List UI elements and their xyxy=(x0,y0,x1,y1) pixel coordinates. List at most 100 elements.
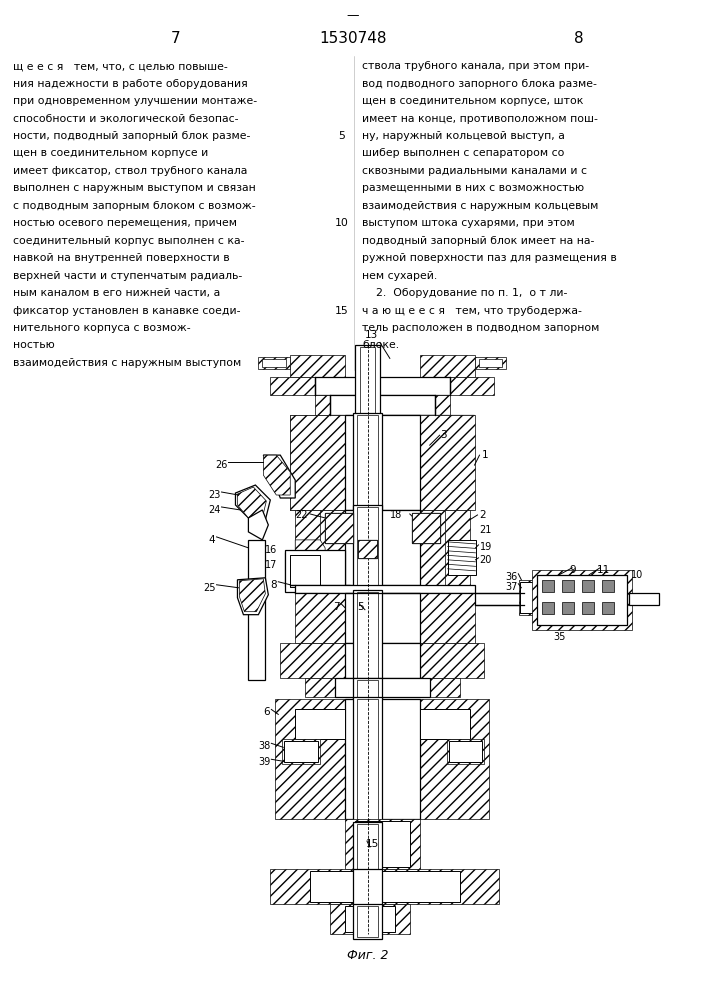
Bar xyxy=(315,395,450,415)
Bar xyxy=(420,709,469,739)
Text: 7: 7 xyxy=(334,602,340,612)
Bar xyxy=(447,739,484,764)
Text: 22: 22 xyxy=(296,510,308,520)
Text: щ е е с я   тем, что, с целью повыше-: щ е е с я тем, что, с целью повыше- xyxy=(13,61,228,71)
Text: 26: 26 xyxy=(215,460,228,470)
Polygon shape xyxy=(248,510,269,540)
Text: 9: 9 xyxy=(569,565,575,575)
Text: 16: 16 xyxy=(265,545,277,555)
Bar xyxy=(296,510,345,585)
Polygon shape xyxy=(296,540,325,573)
Text: 1: 1 xyxy=(481,450,488,460)
Bar xyxy=(345,510,420,585)
Text: выступом штока сухарями, при этом: выступом штока сухарями, при этом xyxy=(362,218,575,228)
Bar xyxy=(353,413,382,513)
Text: выполнен с наружным выступом и связан: выполнен с наружным выступом и связан xyxy=(13,183,256,193)
Text: сквозными радиальными каналами и с: сквозными радиальными каналами и с xyxy=(362,166,587,176)
Text: ностью осевого перемещения, причем: ностью осевого перемещения, причем xyxy=(13,218,238,228)
Text: ния надежности в работе оборудования: ния надежности в работе оборудования xyxy=(13,79,248,89)
Bar xyxy=(411,513,440,543)
Text: 2.  Оборудование по п. 1,  о т ли-: 2. Оборудование по п. 1, о т ли- xyxy=(362,288,567,298)
Bar xyxy=(258,357,291,369)
Bar xyxy=(357,507,378,588)
Bar xyxy=(353,869,382,907)
Text: 10: 10 xyxy=(631,570,643,580)
Bar xyxy=(320,510,345,585)
Bar xyxy=(296,593,345,643)
Bar xyxy=(532,570,632,630)
Text: —: — xyxy=(346,9,359,22)
Polygon shape xyxy=(235,485,270,520)
Text: 2: 2 xyxy=(479,510,486,520)
Text: ну, наружный кольцевой выступ, а: ну, наружный кольцевой выступ, а xyxy=(362,131,565,141)
Bar xyxy=(280,643,345,678)
Polygon shape xyxy=(375,415,474,510)
Bar xyxy=(358,540,377,558)
Bar xyxy=(345,906,395,932)
Bar xyxy=(582,602,594,614)
Bar xyxy=(430,678,460,697)
Text: 6: 6 xyxy=(264,707,270,717)
Bar xyxy=(296,585,474,593)
Text: 37: 37 xyxy=(505,582,518,592)
Text: 21: 21 xyxy=(479,525,492,535)
Bar xyxy=(345,415,420,510)
Text: соединительный корпус выполнен с ка-: соединительный корпус выполнен с ка- xyxy=(13,236,245,246)
Bar xyxy=(420,510,445,585)
Text: щен в соединительном корпусе и: щен в соединительном корпусе и xyxy=(13,148,209,158)
Bar xyxy=(345,643,420,678)
Bar xyxy=(310,871,460,902)
Bar xyxy=(335,678,430,697)
Text: 23: 23 xyxy=(208,490,221,500)
Polygon shape xyxy=(263,455,296,498)
Text: 13: 13 xyxy=(365,330,378,340)
Bar xyxy=(358,540,377,558)
Bar xyxy=(542,580,554,592)
Bar xyxy=(357,699,378,820)
Text: 36: 36 xyxy=(505,572,518,582)
Text: 25: 25 xyxy=(203,583,216,593)
Polygon shape xyxy=(240,579,265,612)
Bar xyxy=(582,580,594,592)
Text: верхней части и ступенчатым радиаль-: верхней части и ступенчатым радиаль- xyxy=(13,271,243,281)
Text: 7: 7 xyxy=(171,31,180,46)
Bar xyxy=(448,540,476,575)
Bar xyxy=(262,359,286,367)
Bar xyxy=(602,580,614,592)
Bar xyxy=(420,643,484,678)
Polygon shape xyxy=(285,553,320,587)
Text: 4: 4 xyxy=(209,535,216,545)
Bar xyxy=(353,590,382,684)
Text: Фиг. 2: Фиг. 2 xyxy=(347,949,389,962)
Bar xyxy=(602,602,614,614)
Bar xyxy=(360,347,375,413)
Bar xyxy=(474,357,506,369)
Text: 1530748: 1530748 xyxy=(320,31,387,46)
Text: 3: 3 xyxy=(440,430,446,440)
Bar xyxy=(305,678,335,697)
Bar xyxy=(420,699,489,819)
Text: 8: 8 xyxy=(574,31,584,46)
Bar xyxy=(353,678,382,702)
Bar xyxy=(474,593,525,605)
Bar xyxy=(449,741,482,762)
Bar xyxy=(345,593,420,643)
Text: 17: 17 xyxy=(265,560,277,570)
Bar xyxy=(357,592,378,682)
Text: при одновременном улучшении монтаже-: при одновременном улучшении монтаже- xyxy=(13,96,257,106)
Bar xyxy=(296,709,345,739)
Text: 35: 35 xyxy=(553,632,566,642)
Text: 8: 8 xyxy=(271,580,277,590)
Bar xyxy=(282,739,320,764)
Bar xyxy=(353,697,382,822)
Bar xyxy=(248,540,265,680)
Bar xyxy=(353,904,382,939)
Polygon shape xyxy=(238,578,269,615)
Text: 24: 24 xyxy=(208,505,221,515)
Text: ружной поверхности паз для размещения в: ружной поверхности паз для размещения в xyxy=(362,253,617,263)
Polygon shape xyxy=(291,415,345,510)
Text: навкой на внутренней поверхности в: навкой на внутренней поверхности в xyxy=(13,253,230,263)
Bar xyxy=(357,680,378,700)
Text: 10: 10 xyxy=(335,218,349,228)
Bar xyxy=(270,377,494,395)
